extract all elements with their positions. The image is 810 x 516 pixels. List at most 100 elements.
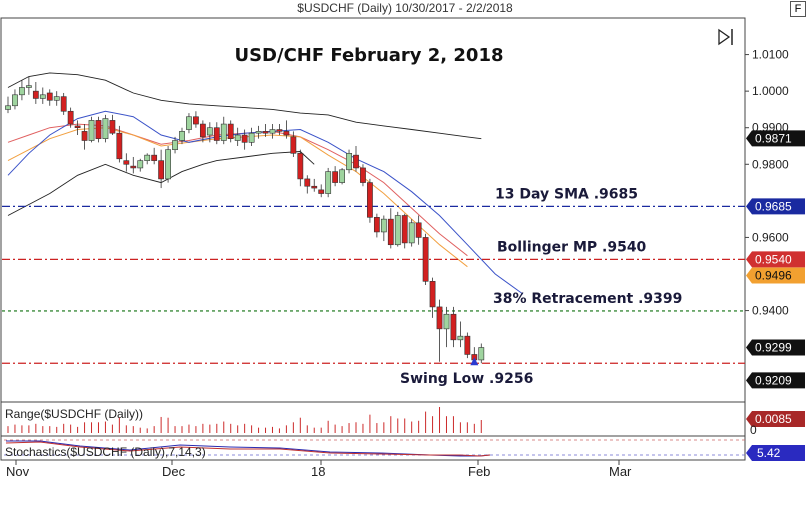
candle-34 <box>241 129 248 150</box>
candle-body <box>137 160 144 169</box>
stoch-tag-label: 5.42 <box>757 446 781 460</box>
candle-59 <box>415 215 422 245</box>
candle-31 <box>220 116 227 145</box>
bollinger-upper-line <box>7 72 482 140</box>
candle-52 <box>367 178 373 223</box>
candle-body <box>297 153 304 180</box>
candle-51 <box>360 164 366 187</box>
price-tag-bg <box>746 339 805 356</box>
candle-56 <box>394 211 401 247</box>
stochastics-label: Stochastics($USDCHF (Daily),7,14,3) <box>5 445 206 459</box>
level-annotation-1: Bollinger MP .9540 <box>497 239 647 255</box>
y-tick-label-3: 0.9800 <box>752 157 789 171</box>
level-annotation-2: 38% Retracement .9399 <box>493 291 682 307</box>
price-tag-bg <box>746 251 805 268</box>
stoch-tag-bg <box>746 445 805 461</box>
candle-body <box>81 131 88 141</box>
candle-14 <box>102 114 109 143</box>
price-tags: 0.9871 0.9685 0.9540 0.9496 0.9299 0.9209 <box>746 130 805 389</box>
candle-11 <box>81 124 88 150</box>
candle-42 <box>297 149 304 187</box>
candle-body <box>311 185 318 189</box>
candle-4 <box>32 82 39 104</box>
candle-body <box>408 222 415 244</box>
candle-2 <box>19 80 25 101</box>
candle-body <box>360 167 366 183</box>
candle-60 <box>422 233 429 285</box>
candle-57 <box>401 213 408 249</box>
candle-26 <box>186 113 192 134</box>
range-indicator-label: Range($USDCHF (Daily)) <box>5 407 143 421</box>
candle-body <box>102 118 109 139</box>
price-tag-2: 0.9540 <box>746 251 805 268</box>
candle-body <box>25 85 32 88</box>
candle-body <box>12 94 18 107</box>
candle-body <box>380 218 387 233</box>
level-annotation-3: Swing Low .9256 <box>400 371 533 387</box>
candle-body <box>220 123 227 141</box>
candle-55 <box>387 208 394 249</box>
scroll-to-end-icon[interactable] <box>718 28 733 46</box>
candle-21 <box>151 147 158 165</box>
range-zero-label: 0 <box>750 423 757 437</box>
price-tag-label: 0.9209 <box>755 373 792 387</box>
candle-29 <box>206 122 213 143</box>
candle-54 <box>380 215 387 242</box>
candle-49 <box>346 149 352 174</box>
main-pane-frame <box>0 17 746 403</box>
candle-body <box>123 160 130 165</box>
candle-body <box>443 313 450 330</box>
range-bars: 0.0085 <box>7 407 805 433</box>
price-tag-bg <box>746 267 805 284</box>
candle-body <box>353 154 359 169</box>
candle-65 <box>457 321 464 348</box>
price-tag-bg <box>746 198 805 215</box>
x-tick-label-3: Feb <box>468 464 490 479</box>
candle-body <box>436 306 443 330</box>
stochastics-value-tag: 5.42 <box>746 445 805 461</box>
candle-body <box>172 140 178 150</box>
swing-low-marker <box>470 357 479 366</box>
price-tag-0: 0.9871 <box>746 130 805 147</box>
range-tag-label: 0.0085 <box>755 412 792 426</box>
candle-43 <box>304 175 311 194</box>
candle-body <box>199 123 206 138</box>
candle-0 <box>5 96 11 114</box>
candle-10 <box>74 120 81 136</box>
candle-9 <box>67 107 74 128</box>
candle-body <box>88 120 95 141</box>
candle-body <box>332 171 339 183</box>
candle-53 <box>373 213 380 238</box>
candle-6 <box>46 89 53 106</box>
candle-47 <box>332 166 339 187</box>
price-tag-label: 0.9871 <box>755 131 792 145</box>
candle-35 <box>248 127 255 146</box>
moving-average-lines <box>7 72 524 295</box>
candle-44 <box>311 178 318 192</box>
format-button[interactable]: F <box>790 1 806 17</box>
range-tag-bg <box>746 411 805 427</box>
candle-body <box>262 131 269 134</box>
price-tag-4: 0.9299 <box>746 339 805 356</box>
candle-body <box>193 116 199 125</box>
range-value-tag: 0.0085 <box>746 411 805 427</box>
candle-body <box>32 90 39 99</box>
x-tick-label-4: Mar <box>609 464 632 479</box>
candle-38 <box>269 124 276 139</box>
candle-body <box>213 127 220 141</box>
candle-body <box>339 169 345 183</box>
candle-27 <box>193 111 199 128</box>
candle-23 <box>165 146 171 183</box>
price-tag-5: 0.9209 <box>746 372 805 389</box>
candle-25 <box>179 127 185 145</box>
candle-body <box>346 153 352 171</box>
candle-body <box>367 182 373 218</box>
x-axis-ticks: Nov Dec 18 Feb Mar <box>6 460 632 479</box>
candle-7 <box>53 91 60 106</box>
candle-58 <box>408 219 415 247</box>
candle-12 <box>88 116 95 143</box>
candle-body <box>60 96 67 112</box>
candle-13 <box>95 116 102 143</box>
candle-5 <box>39 87 46 104</box>
